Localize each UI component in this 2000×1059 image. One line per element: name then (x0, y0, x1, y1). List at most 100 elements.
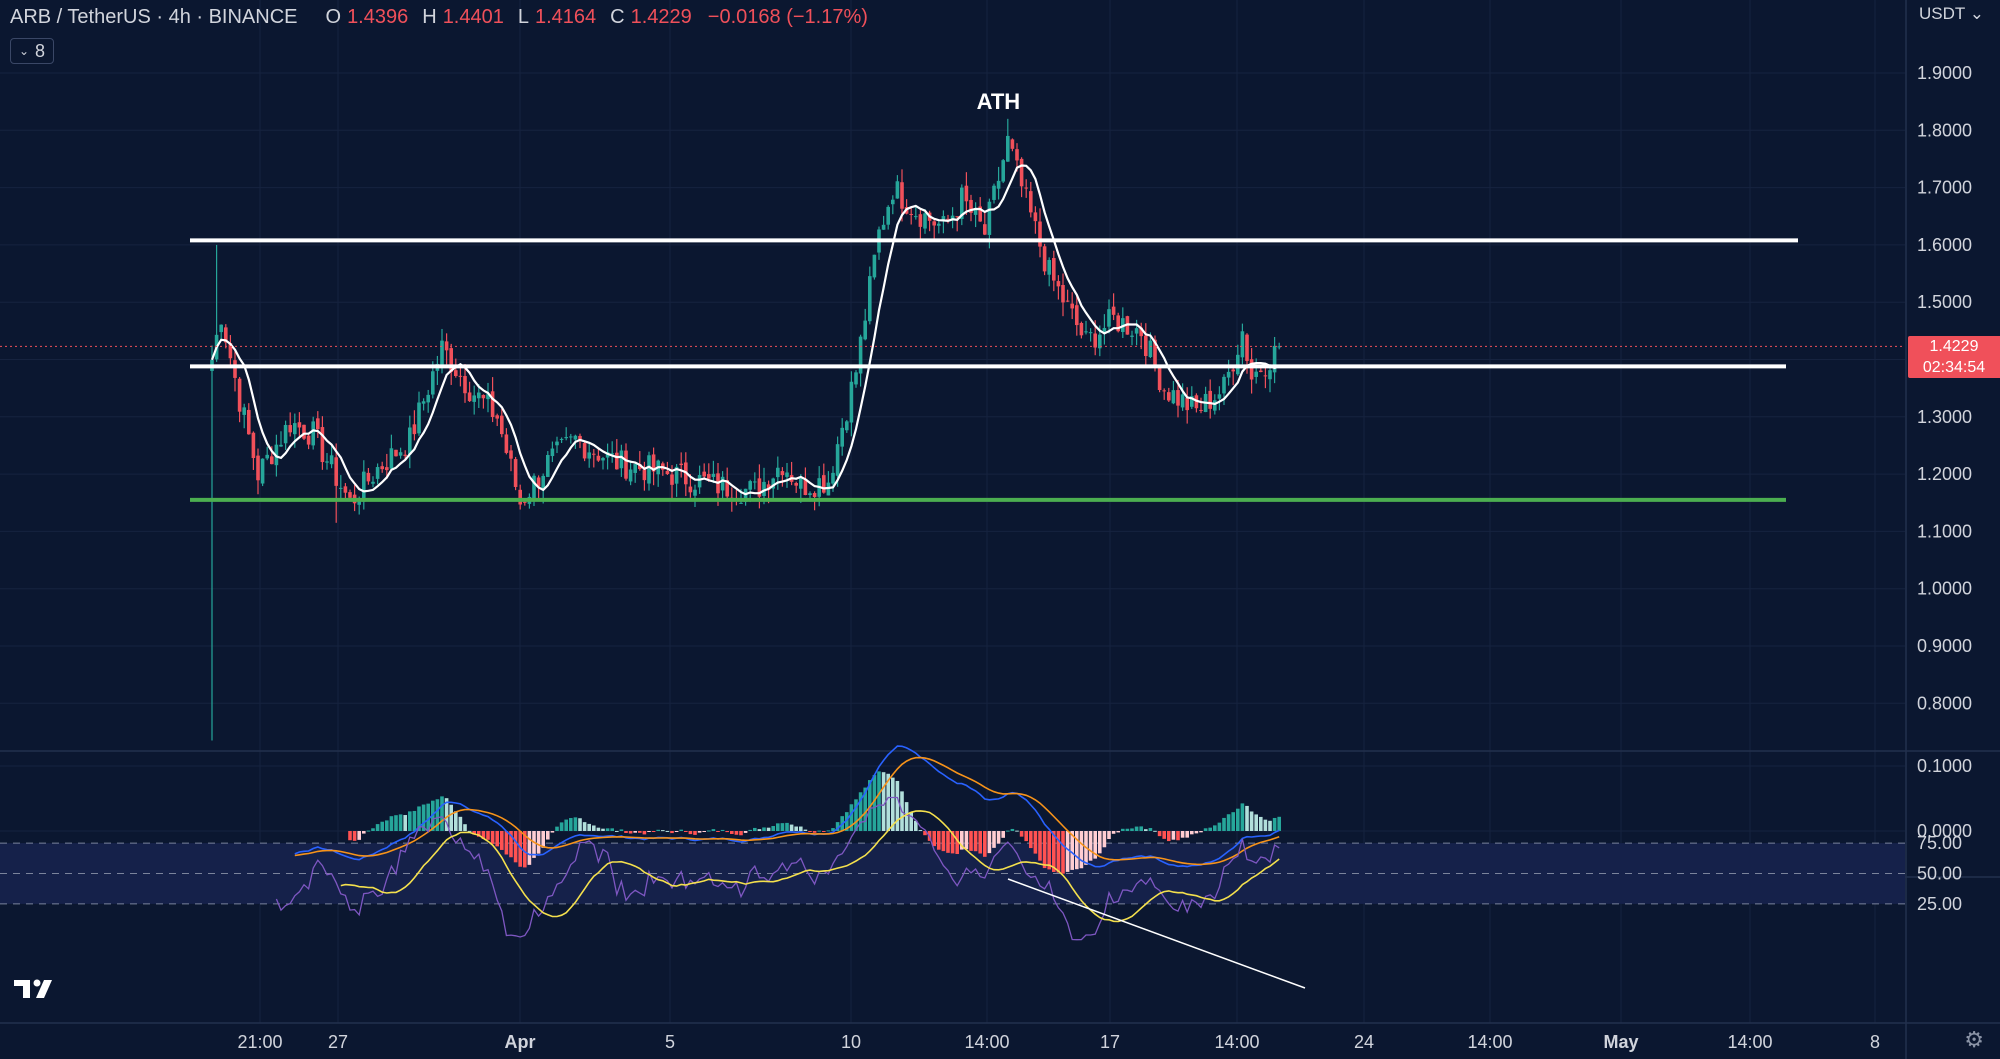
settings-gear-icon[interactable]: ⚙ (1964, 1027, 1984, 1052)
macd-histogram-bar (615, 830, 619, 832)
candle-body (771, 478, 775, 489)
candle-body (237, 378, 242, 412)
macd-histogram-bar (449, 804, 453, 831)
macd-line (294, 745, 1280, 868)
currency-selector[interactable]: USDT ⌄ (1919, 4, 1984, 24)
candle-body (674, 466, 679, 484)
macd-histogram-bar (946, 831, 950, 853)
macd-tick-label: 0.1000 (1917, 756, 1972, 776)
macd-histogram-bar (978, 831, 982, 854)
candle-body (941, 216, 946, 222)
candle-body (960, 187, 964, 219)
time-tick-label: 5 (665, 1032, 675, 1052)
macd-histogram-bar (495, 831, 499, 847)
indicators-toggle-button[interactable]: ⌄ 8 (10, 38, 54, 64)
macd-histogram-bar (665, 830, 670, 832)
time-tick-label: Apr (505, 1032, 536, 1052)
candle-body (426, 394, 430, 403)
candle-body (651, 454, 656, 472)
macd-histogram-bar (1079, 831, 1084, 869)
candle-body (822, 475, 826, 493)
symbol-title[interactable]: ARB / TetherUS · 4h · BINANCE (10, 6, 298, 28)
macd-histogram-bar (601, 828, 605, 831)
macd-histogram-bar (776, 823, 780, 831)
candle-body (955, 216, 959, 218)
candle-body (1134, 328, 1139, 334)
candle-body (1015, 149, 1019, 161)
candle-body (408, 427, 412, 455)
time-tick-label: 27 (328, 1032, 348, 1052)
open-value: 1.4396 (347, 6, 409, 28)
macd-histogram-bar (1047, 831, 1051, 870)
change-value: −0.0168 (−1.17%) (707, 6, 868, 28)
macd-histogram-bar (582, 822, 587, 831)
macd-histogram-bar (799, 826, 803, 831)
candle-body (440, 340, 444, 367)
candle-body (495, 415, 499, 419)
last-price-tag: 1.4229 02:34:54 (1908, 336, 2000, 378)
candle-body (1042, 246, 1047, 272)
candle-body (615, 452, 619, 470)
candle-body (1102, 327, 1107, 332)
candle-body (339, 487, 343, 489)
candle-body (1259, 370, 1263, 372)
macd-histogram-bar (743, 831, 748, 833)
candle-body (840, 427, 844, 447)
candle-body (1010, 139, 1015, 149)
candle-body (490, 391, 495, 418)
time-tick-label: 8 (1870, 1032, 1880, 1052)
candle-body (1171, 390, 1176, 404)
candle-body (812, 493, 817, 497)
macd-histogram-bar (725, 831, 729, 833)
macd-histogram-bar (592, 825, 596, 831)
candle-body (1231, 369, 1235, 372)
macd-histogram-bar (1107, 831, 1111, 840)
macd-histogram-bar (550, 831, 555, 833)
candle-body (329, 455, 334, 465)
candle-body (1217, 394, 1222, 399)
macd-histogram-bar (1006, 830, 1010, 832)
macd-histogram-bar (987, 831, 992, 854)
macd-histogram-bar (467, 830, 472, 832)
chevron-down-icon: ⌄ (18, 44, 30, 58)
macd-histogram-bar (1153, 830, 1157, 832)
candle-body (835, 444, 840, 476)
candle-body (380, 466, 384, 470)
tradingview-logo[interactable] (14, 978, 60, 1005)
macd-histogram-bar (789, 824, 794, 831)
candle-body (1107, 309, 1111, 327)
candle-body (357, 500, 361, 505)
price-tick-label: 1.8000 (1917, 120, 1972, 140)
candle-body (1029, 191, 1033, 213)
macd-histogram-bar (1088, 831, 1093, 861)
candle-body (868, 276, 872, 322)
candle-body (454, 370, 458, 377)
candle-body (624, 450, 628, 479)
macd-histogram-bar (546, 831, 550, 840)
macd-histogram-bar (1139, 826, 1143, 831)
macd-histogram-bar (918, 830, 923, 832)
candle-body (601, 458, 605, 461)
macd-histogram-bar (679, 829, 683, 831)
macd-histogram-bar (1277, 816, 1281, 831)
candle-body (854, 372, 858, 385)
candle-body (642, 469, 647, 481)
candle-body (886, 206, 890, 225)
candle-body (964, 185, 969, 202)
time-tick-label: May (1603, 1032, 1638, 1052)
high-label: H (422, 6, 437, 28)
macd-histogram-bar (674, 831, 679, 832)
macd-histogram-bar (1180, 831, 1185, 838)
candle-body (541, 475, 545, 490)
candle-body (743, 488, 748, 502)
candle-body (665, 471, 670, 475)
candle-body (923, 213, 927, 229)
candle-body (1249, 359, 1254, 380)
time-tick-label: 14:00 (1467, 1032, 1512, 1052)
candle-body (638, 464, 642, 470)
candle-body (265, 454, 269, 459)
macd-histogram-bar (1070, 831, 1074, 870)
macd-histogram-bar (587, 823, 591, 831)
candle-body (1153, 339, 1157, 365)
